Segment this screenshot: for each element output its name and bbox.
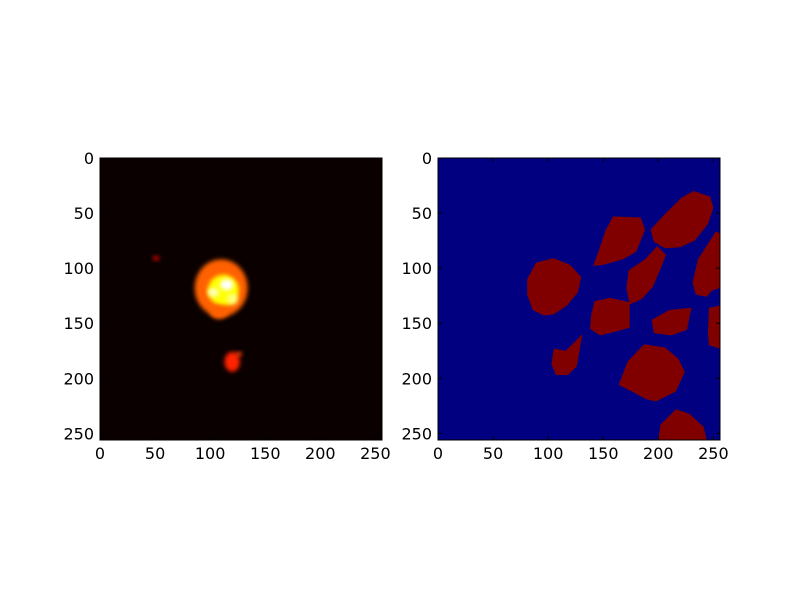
segmentation-right-regions xyxy=(527,191,720,440)
left-y-tick-label: 150 xyxy=(63,314,94,333)
heatmap-hotspot-3 xyxy=(220,279,234,291)
segmentation-region-7 xyxy=(651,307,692,336)
left-y-tick-label: 200 xyxy=(63,369,94,388)
left-x-tick-label: 100 xyxy=(195,444,226,463)
heatmap-left-x-axis: 0 50 100 150 200 250 xyxy=(95,158,391,463)
segmentation-region-1 xyxy=(527,258,582,316)
right-y-tick-label: 0 xyxy=(422,149,432,168)
left-y-tick-label: 100 xyxy=(63,259,94,278)
segmentation-region-11 xyxy=(658,409,707,440)
heatmap-hotspot-8 xyxy=(235,351,243,357)
segmentation-right-background xyxy=(438,158,720,440)
right-x-tick-label: 250 xyxy=(698,444,729,463)
right-y-tick-label: 50 xyxy=(412,204,432,223)
heatmap-hotspot-4 xyxy=(207,287,219,297)
left-y-tick-label: 0 xyxy=(84,149,94,168)
left-x-tick-label: 200 xyxy=(305,444,336,463)
heatmap-hotspot-6 xyxy=(210,305,228,319)
segmentation-right-frame xyxy=(437,157,721,441)
segmentation-right-x-axis: 0 50 100 150 200 250 xyxy=(433,158,729,463)
segmentation-region-4 xyxy=(626,246,666,305)
segmentation-panel-right: 0 50 100 150 200 250 0 50 100 150 200 250 xyxy=(401,149,728,463)
left-y-tick-label: 250 xyxy=(63,424,94,443)
right-x-tick-label: 150 xyxy=(588,444,619,463)
right-x-tick-label: 0 xyxy=(433,444,443,463)
left-x-tick-label: 0 xyxy=(95,444,105,463)
segmentation-region-10 xyxy=(618,344,685,402)
heatmap-left-intensity-marks xyxy=(152,256,248,372)
heatmap-hotspot-5 xyxy=(226,293,238,305)
right-y-tick-label: 200 xyxy=(401,369,432,388)
heatmap-left-frame xyxy=(99,157,383,441)
heatmap-hotspot-7 xyxy=(224,351,240,372)
left-y-tick-label: 50 xyxy=(74,204,94,223)
heatmap-hotspot-9 xyxy=(152,256,160,261)
right-x-tick-label: 100 xyxy=(533,444,564,463)
right-x-tick-label: 200 xyxy=(643,444,674,463)
heatmap-panel-left: 0 50 100 150 200 250 0 50 100 150 200 250 xyxy=(63,149,390,463)
left-x-tick-label: 150 xyxy=(250,444,281,463)
left-x-tick-label: 50 xyxy=(145,444,165,463)
segmentation-region-6 xyxy=(590,297,630,336)
segmentation-region-8 xyxy=(551,334,583,375)
segmentation-region-5 xyxy=(692,231,720,297)
right-y-tick-label: 250 xyxy=(401,424,432,443)
heatmap-left-y-axis: 0 50 100 150 200 250 xyxy=(63,149,382,443)
segmentation-region-2 xyxy=(650,191,714,249)
segmentation-region-3 xyxy=(593,216,646,266)
segmentation-right-y-axis: 0 50 100 150 200 250 xyxy=(401,149,720,443)
segmentation-region-9 xyxy=(707,305,720,349)
right-y-tick-label: 100 xyxy=(401,259,432,278)
left-x-tick-label: 250 xyxy=(360,444,391,463)
right-x-tick-label: 50 xyxy=(483,444,503,463)
right-y-tick-label: 150 xyxy=(401,314,432,333)
